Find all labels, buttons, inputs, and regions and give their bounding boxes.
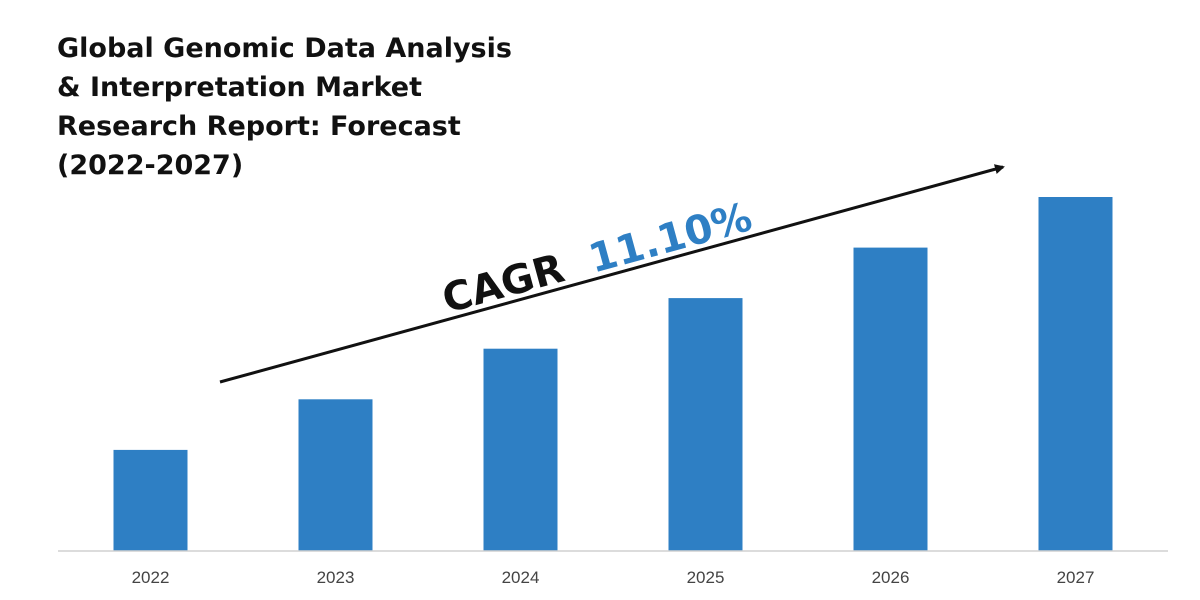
x-tick-label-2024: 2024 — [502, 568, 540, 587]
bar-2025 — [668, 298, 743, 551]
x-tick-label-2026: 2026 — [872, 568, 910, 587]
cagr-arrow — [219, 164, 1005, 384]
title-line-3: Research Report: Forecast — [57, 111, 461, 142]
x-tick-label-2025: 2025 — [687, 568, 725, 587]
x-tick-label-2027: 2027 — [1057, 568, 1095, 587]
chart-title: Global Genomic Data Analysis & Interpret… — [57, 33, 512, 181]
bar-2023 — [298, 399, 373, 551]
bar-2022 — [113, 449, 188, 551]
title-line-2: & Interpretation Market — [57, 72, 422, 103]
cagr-value: 11.10% — [584, 194, 757, 282]
bar-2026 — [853, 247, 928, 551]
title-line-1: Global Genomic Data Analysis — [57, 33, 512, 64]
x-tick-label-2023: 2023 — [317, 568, 355, 587]
x-axis-ticks: 2022 2023 2024 2025 2026 2027 — [132, 568, 1095, 587]
title-line-4: (2022-2027) — [57, 150, 243, 181]
x-tick-label-2022: 2022 — [132, 568, 170, 587]
bar-2024 — [483, 348, 558, 551]
bars — [113, 197, 1113, 551]
bar-2027 — [1038, 197, 1113, 551]
cagr-prefix: CAGR — [438, 246, 570, 323]
